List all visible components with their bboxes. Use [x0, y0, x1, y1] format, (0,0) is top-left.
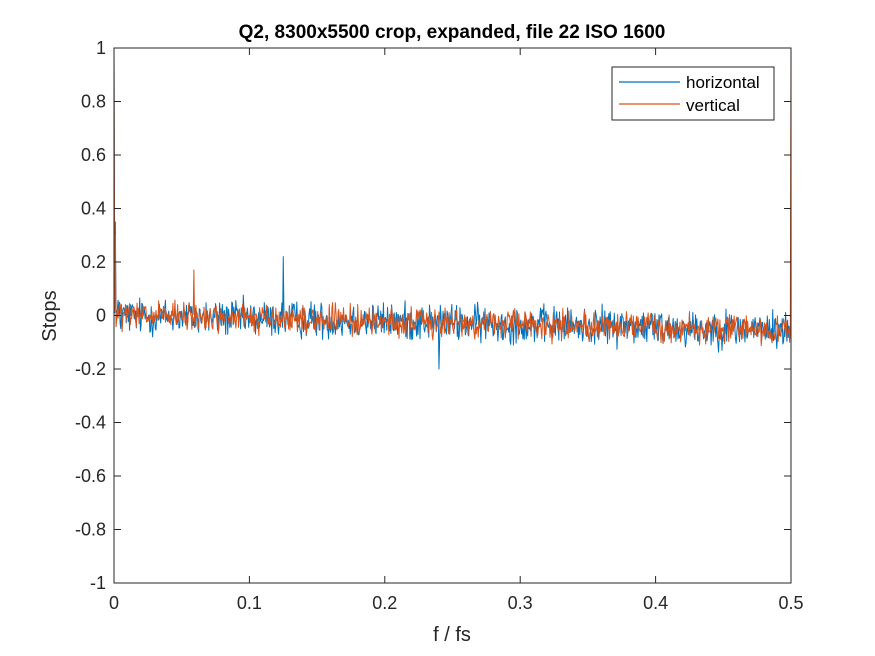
y-tick-label: -0.4 [75, 413, 106, 433]
series-line-vertical [114, 47, 791, 346]
y-tick-label: 0.4 [81, 199, 106, 219]
y-tick-label: 1 [96, 38, 106, 58]
plot-area [114, 47, 791, 583]
x-tick-label: 0.3 [508, 593, 533, 613]
y-axis-label: Stops [39, 290, 61, 341]
y-tick-label: -0.2 [75, 359, 106, 379]
x-tick-label: 0.2 [372, 593, 397, 613]
x-tick-label: 0.5 [778, 593, 803, 613]
legend-box [611, 66, 775, 121]
x-tick-label: 0.4 [643, 593, 668, 613]
y-tick-label: 0 [96, 306, 106, 326]
y-tick-label: 0.6 [81, 145, 106, 165]
x-tick-label: 0 [109, 593, 119, 613]
legend: horizontal vertical [611, 66, 775, 121]
legend-label-horizontal: horizontal [686, 73, 760, 92]
x-axis-label: f / fs [433, 624, 471, 646]
x-tick-label: 0.1 [237, 593, 262, 613]
y-tick-label: 0.2 [81, 252, 106, 272]
legend-label-vertical: vertical [686, 96, 740, 115]
axes: 0 0.1 0.2 0.3 0.4 0.5 -1 -0.8 -0.6 -0.4 -0.2 0 0.2 0.… [75, 38, 804, 613]
y-tick-label: 0.8 [81, 92, 106, 112]
y-tick-label: -0.6 [75, 466, 106, 486]
y-tick-label: -0.8 [75, 520, 106, 540]
chart-title: Q2, 8300x5500 crop, expanded, file 22 IS… [239, 22, 666, 43]
y-tick-label: -1 [90, 573, 106, 593]
